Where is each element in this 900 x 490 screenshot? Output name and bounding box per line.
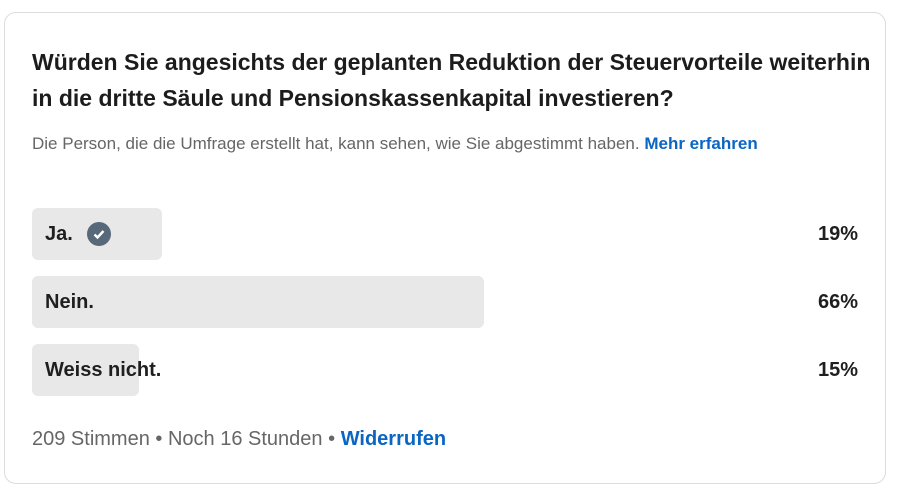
time-left: Noch 16 Stunden <box>167 428 323 450</box>
poll-footer: 209 Stimmen • Noch 16 Stunden • Widerruf… <box>32 428 446 451</box>
separator: • <box>328 428 336 450</box>
option-percent: 66% <box>817 291 858 313</box>
option-label: Weiss nicht. <box>45 359 162 381</box>
check-circle-icon <box>86 222 111 246</box>
visibility-note: Die Person, die die Umfrage erstellt hat… <box>32 130 832 157</box>
result-bar <box>32 344 139 396</box>
learn-more-link[interactable]: Mehr erfahren <box>644 134 758 153</box>
retract-vote-link[interactable]: Widerrufen <box>340 428 447 450</box>
option-label: Ja. <box>45 223 73 245</box>
option-percent: 19% <box>817 223 858 245</box>
vote-count: 209 Stimmen <box>32 428 150 450</box>
poll-option-nein[interactable]: Nein. 66% <box>32 276 858 328</box>
result-bar <box>32 276 484 328</box>
option-percent: 15% <box>817 359 858 381</box>
separator: • <box>155 428 163 450</box>
poll-question: Würden Sie angesichts der geplanten Redu… <box>32 49 871 111</box>
poll-option-ja[interactable]: Ja. 19% <box>32 208 858 260</box>
visibility-text: Die Person, die die Umfrage erstellt hat… <box>32 134 640 153</box>
poll-card <box>4 12 886 484</box>
option-label: Nein. <box>45 291 94 313</box>
poll-option-weiss-nicht[interactable]: Weiss nicht. 15% <box>32 344 858 396</box>
